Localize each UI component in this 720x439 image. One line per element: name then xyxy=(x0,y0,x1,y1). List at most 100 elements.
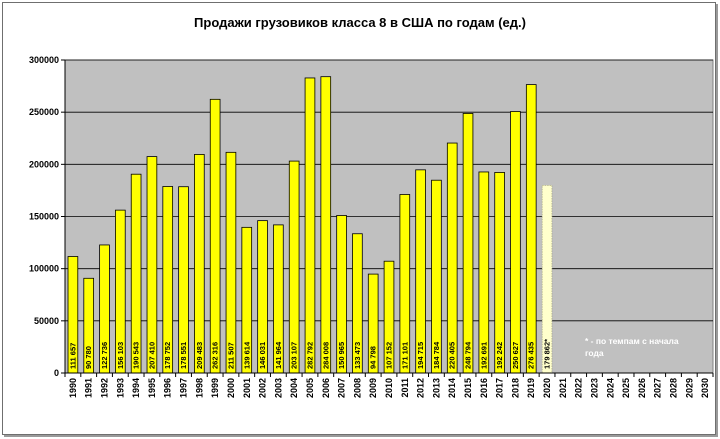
data-label-2014: 220 405 xyxy=(448,342,457,369)
x-tick-label: 2030 xyxy=(700,378,710,398)
data-label-2018: 250 627 xyxy=(511,342,520,369)
x-tick-label: 2015 xyxy=(463,378,473,398)
y-axis: 0 50000 100000 150000 200000 250000 300000 xyxy=(29,55,66,378)
bar-1998 xyxy=(194,154,205,374)
data-label-2005: 282 792 xyxy=(305,342,314,369)
x-tick-label: 2003 xyxy=(273,378,283,398)
x-tick-label: 2014 xyxy=(447,378,457,398)
x-tick-label: 2019 xyxy=(526,378,536,398)
data-label-2000: 211 507 xyxy=(226,342,235,369)
data-label-1994: 190 543 xyxy=(132,342,141,369)
x-tick-label: 2013 xyxy=(431,378,441,398)
data-label-2017: 192 242 xyxy=(495,342,504,369)
x-tick-label: 1999 xyxy=(210,378,220,398)
x-tick-label: 2024 xyxy=(605,378,615,398)
bar-chart: Продажи грузовиков класса 8 в США по год… xyxy=(29,15,714,398)
x-tick-label: 2020 xyxy=(542,378,552,398)
x-tick-label: 1995 xyxy=(147,378,157,398)
x-tick-label: 2025 xyxy=(621,378,631,398)
x-tick-label: 2011 xyxy=(400,378,410,398)
data-label-1990: 111 657 xyxy=(68,343,77,369)
x-tick-label: 2004 xyxy=(289,378,299,398)
x-tick-label: 2028 xyxy=(668,378,678,398)
data-label-2020: 179 862* xyxy=(543,339,552,369)
x-tick-label: 2007 xyxy=(337,378,347,398)
x-tick-label: 1990 xyxy=(68,378,78,398)
data-label-2003: 141 964 xyxy=(274,341,283,369)
data-label-1997: 178 551 xyxy=(179,342,188,369)
x-tick-label: 2009 xyxy=(368,378,378,398)
data-label-2015: 248 794 xyxy=(464,341,473,369)
data-label-2004: 203 107 xyxy=(290,342,299,369)
annotation-line-1: * - по темпам с начала xyxy=(585,336,679,346)
bar-2020 xyxy=(541,185,553,374)
y-tick-label: 0 xyxy=(54,368,59,378)
x-tick-label: 2005 xyxy=(305,378,315,398)
bar-2004 xyxy=(288,160,300,374)
x-tick-label: 2016 xyxy=(479,378,489,398)
data-label-1991: 90 780 xyxy=(84,346,93,369)
data-label-2006: 284 008 xyxy=(321,342,330,369)
bar-2006 xyxy=(320,76,332,374)
annotation-line-2: года xyxy=(585,348,604,358)
bar-1999 xyxy=(209,98,221,374)
bar-2014 xyxy=(446,142,458,374)
x-tick-label: 2012 xyxy=(416,378,426,398)
x-tick-label: 2027 xyxy=(653,378,663,398)
x-tick-label: 1993 xyxy=(115,378,125,398)
data-label-2008: 133 473 xyxy=(353,342,362,369)
data-label-1992: 122 736 xyxy=(100,342,109,369)
bar-2018 xyxy=(510,111,521,374)
x-tick-label: 2010 xyxy=(384,378,394,398)
bar-2015 xyxy=(462,113,474,374)
data-label-1993: 156 103 xyxy=(116,342,125,369)
y-tick-label: 300000 xyxy=(29,55,59,65)
data-label-2013: 184 784 xyxy=(432,341,441,369)
x-tick-label: 2021 xyxy=(558,378,568,398)
data-label-2011: 171 101 xyxy=(400,342,409,369)
bar-2019 xyxy=(525,84,537,374)
data-label-2001: 139 614 xyxy=(242,341,251,369)
data-label-2002: 146 031 xyxy=(258,342,267,369)
chart-frame: Продажи грузовиков класса 8 в США по год… xyxy=(2,2,716,435)
x-tick-label: 1998 xyxy=(194,378,204,398)
data-label-2019: 276 435 xyxy=(527,342,536,369)
y-tick-label: 150000 xyxy=(29,212,59,222)
x-tick-label: 2002 xyxy=(258,378,268,398)
x-tick-label: 1991 xyxy=(84,378,94,398)
chart-title: Продажи грузовиков класса 8 в США по год… xyxy=(194,15,526,30)
x-tick-label: 1997 xyxy=(179,378,189,398)
x-tick-label: 2026 xyxy=(637,378,647,398)
bars xyxy=(67,76,553,374)
x-tick-label: 2008 xyxy=(352,378,362,398)
annotation-note: * - по темпам с начала года xyxy=(585,336,679,358)
bar-2000 xyxy=(225,151,237,374)
y-tick-label: 250000 xyxy=(29,107,59,117)
data-label-2016: 192 691 xyxy=(479,342,488,369)
x-tick-label: 1994 xyxy=(131,378,141,398)
x-tick-label: 1996 xyxy=(163,378,173,398)
data-label-1998: 209 483 xyxy=(195,342,204,369)
data-label-2009: 94 798 xyxy=(369,346,378,369)
data-label-2012: 194 715 xyxy=(416,342,425,369)
y-tick-label: 100000 xyxy=(29,264,59,274)
x-tick-label: 2023 xyxy=(589,378,599,398)
x-tick-label: 2000 xyxy=(226,378,236,398)
x-tick-label: 2017 xyxy=(495,378,505,398)
data-label-2010: 107 152 xyxy=(385,342,394,369)
x-tick-label: 1992 xyxy=(100,378,110,398)
x-axis: 1990 1991 1992 1993 1994 1995 1996 1997 1998 1999… xyxy=(64,372,714,398)
data-label-1995: 207 410 xyxy=(147,342,156,369)
data-labels: 111 657 90 780 122 736 156 103 190 543 207 41… xyxy=(68,339,551,369)
y-tick-label: 200000 xyxy=(29,159,59,169)
data-label-1999: 262 316 xyxy=(211,342,220,369)
data-label-2007: 150 965 xyxy=(337,342,346,369)
x-tick-label: 2022 xyxy=(574,378,584,398)
bar-1995 xyxy=(146,156,158,374)
x-tick-label: 2029 xyxy=(684,378,694,398)
x-tick-label: 2006 xyxy=(321,378,331,398)
bar-2005 xyxy=(304,77,316,374)
data-label-1996: 178 752 xyxy=(163,342,172,369)
x-tick-label: 2018 xyxy=(510,378,520,398)
y-tick-label: 50000 xyxy=(34,316,59,326)
